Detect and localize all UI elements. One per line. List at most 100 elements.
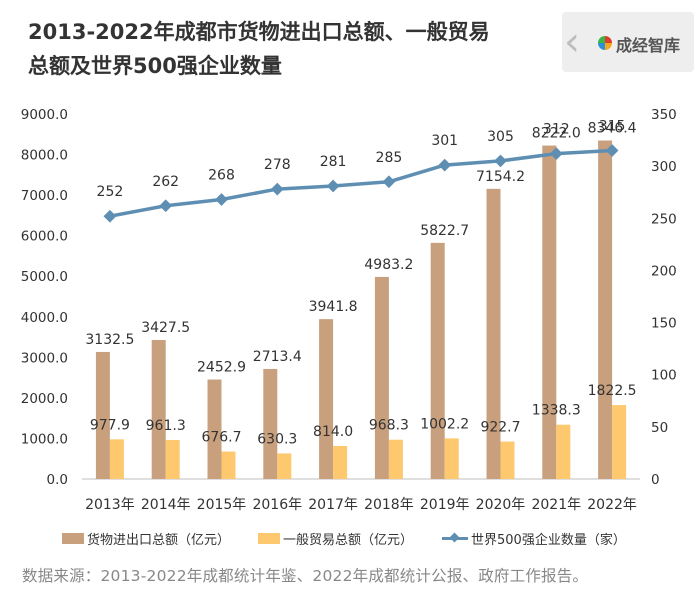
legend-line-fortune <box>442 533 468 544</box>
brand-badge-background <box>562 12 694 72</box>
y-tick-label-left: 9000.0 <box>21 107 68 123</box>
bar-trade-total <box>542 145 557 479</box>
point-fortune500-count <box>103 209 117 223</box>
bar-trade-total <box>207 379 222 479</box>
legend-label-general: 一般贸易总额（亿元） <box>283 532 414 548</box>
data-label-trade-total: 4983.2 <box>364 257 413 273</box>
y-tick-label-left: 3000.0 <box>21 350 68 366</box>
y-tick-label-right: 250 <box>651 211 677 227</box>
data-label-general-trade: 1002.2 <box>420 416 469 432</box>
y-tick-label-left: 6000.0 <box>21 229 68 245</box>
bar-trade-total <box>430 242 445 479</box>
data-label-general-trade: 676.7 <box>201 430 241 446</box>
legend-label-trade: 货物进出口总额（亿元） <box>87 532 231 548</box>
point-fortune500-count <box>326 179 340 193</box>
data-label-trade-total: 8346.4 <box>588 121 637 137</box>
data-label-general-trade: 977.9 <box>90 417 130 433</box>
bar-general-trade <box>277 453 292 479</box>
data-label-general-trade: 1338.3 <box>532 403 581 419</box>
y-tick-label-left: 4000.0 <box>21 310 68 326</box>
x-tick-label: 2015年 <box>197 497 247 513</box>
data-label-general-trade: 1822.5 <box>588 383 637 399</box>
y-tick-label-right: 50 <box>651 420 668 436</box>
data-label-fortune500-count: 312 <box>543 122 570 138</box>
y-tick-label-left: 2000.0 <box>21 391 68 407</box>
data-label-fortune500-count: 285 <box>376 150 403 166</box>
point-fortune500-count <box>382 175 396 189</box>
point-fortune500-count <box>438 158 452 172</box>
chart-title-line-2: 总额及世界500强企业数量 <box>28 54 282 78</box>
bar-trade-total <box>95 351 110 479</box>
data-label-fortune500-count: 301 <box>431 133 458 149</box>
bar-trade-total <box>263 368 278 479</box>
legend-label-fortune: 世界500强企业数量（家） <box>471 532 626 548</box>
data-label-general-trade: 961.3 <box>146 418 186 434</box>
y-tick-label-left: 5000.0 <box>21 269 68 285</box>
bar-trade-total <box>319 319 334 479</box>
x-tick-label: 2022年 <box>587 497 637 513</box>
bar-general-trade <box>221 451 236 479</box>
y-tick-label-right: 0 <box>651 472 660 488</box>
legend-item-trade: 货物进出口总额（亿元） <box>62 528 230 548</box>
data-label-trade-total: 3941.8 <box>309 299 358 315</box>
y-tick-label-right: 200 <box>651 263 677 279</box>
data-label-fortune500-count: 281 <box>320 154 347 170</box>
data-label-trade-total: 2713.4 <box>253 349 302 365</box>
chart-title-line-1: 2013-2022年成都市货物进出口总额、一般贸易 <box>28 20 490 44</box>
bar-general-trade <box>333 445 348 479</box>
data-label-fortune500-count: 268 <box>208 168 235 184</box>
legend-swatch-trade <box>62 532 84 544</box>
y-tick-label-right: 300 <box>651 159 677 175</box>
bar-trade-total <box>598 140 613 479</box>
brand-badge: ‹ 成经智库 <box>562 12 694 72</box>
data-label-fortune500-count: 252 <box>97 184 124 200</box>
x-tick-label: 2013年 <box>85 497 135 513</box>
point-fortune500-count <box>159 199 173 213</box>
point-fortune500-count <box>270 182 284 196</box>
y-tick-label-left: 0.0 <box>47 472 68 488</box>
y-tick-label-right: 350 <box>651 107 677 123</box>
legend-item-fortune: 世界500强企业数量（家） <box>442 528 626 548</box>
y-tick-label-right: 150 <box>651 316 677 332</box>
x-tick-label: 2016年 <box>252 497 302 513</box>
legend-item-general: 一般贸易总额（亿元） <box>258 528 413 548</box>
data-label-trade-total: 5822.7 <box>420 223 469 239</box>
brand-name: 成经智库 <box>616 36 681 55</box>
bar-general-trade <box>444 438 459 479</box>
data-label-fortune500-count: 315 <box>599 119 626 135</box>
x-tick-label: 2017年 <box>308 497 358 513</box>
x-tick-label: 2018年 <box>364 497 414 513</box>
data-label-trade-total: 3132.5 <box>85 332 134 348</box>
data-source-note: 数据来源：2013-2022年成都统计年鉴、2022年成都统计公报、政府工作报告… <box>22 567 589 585</box>
data-label-fortune500-count: 305 <box>487 129 514 145</box>
point-fortune500-count <box>215 193 228 206</box>
chart-legend: 货物进出口总额（亿元） 一般贸易总额（亿元） 世界500强企业数量（家） <box>0 528 700 548</box>
data-label-trade-total: 7154.2 <box>476 169 525 185</box>
bar-general-trade <box>500 441 515 479</box>
data-label-fortune500-count: 262 <box>152 174 179 190</box>
y-tick-label-left: 1000.0 <box>21 431 68 447</box>
x-tick-label: 2019年 <box>420 497 470 513</box>
data-label-general-trade: 922.7 <box>480 420 520 436</box>
bar-general-trade <box>109 439 124 479</box>
bar-trade-total <box>151 339 166 479</box>
data-label-trade-total: 2452.9 <box>197 360 246 376</box>
x-tick-label: 2014年 <box>141 497 191 513</box>
y-tick-label-right: 100 <box>651 368 677 384</box>
x-tick-label: 2021年 <box>531 497 581 513</box>
bar-general-trade <box>556 424 571 479</box>
data-label-general-trade: 814.0 <box>313 424 353 440</box>
data-label-fortune500-count: 278 <box>264 157 291 173</box>
bar-general-trade <box>165 440 180 479</box>
bar-general-trade <box>612 405 627 479</box>
line-fortune500-count <box>109 148 613 218</box>
brand-logo-icon <box>598 36 612 50</box>
data-label-general-trade: 968.3 <box>369 418 409 434</box>
y-tick-label-left: 7000.0 <box>21 188 68 204</box>
data-label-trade-total: 3427.5 <box>141 320 190 336</box>
legend-swatch-general <box>258 532 280 544</box>
chevron-left-icon: ‹ <box>564 19 580 65</box>
y-tick-label-left: 8000.0 <box>21 148 68 164</box>
bar-trade-total <box>374 276 389 479</box>
